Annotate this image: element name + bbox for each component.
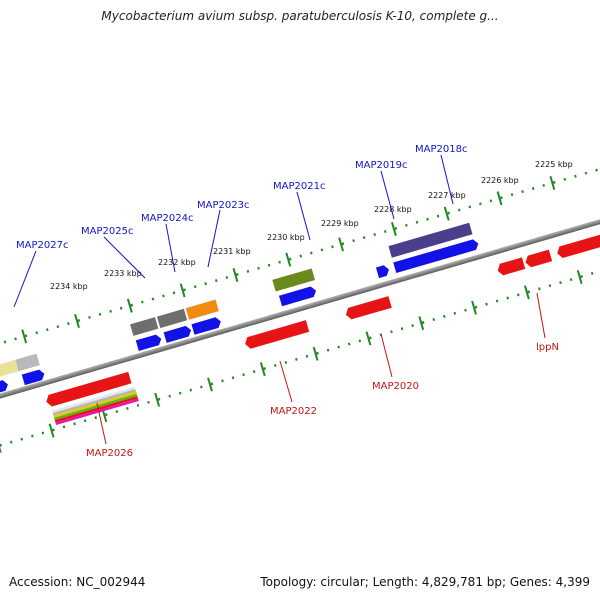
major-tick — [365, 331, 372, 346]
gene-feature[interactable] — [388, 222, 473, 258]
gene-feature[interactable] — [21, 368, 46, 386]
accession-text: Accession: NC_002944 — [9, 575, 146, 589]
gene-label-map2019c[interactable]: MAP2019c — [355, 160, 407, 171]
map-band — [0, 163, 600, 453]
scale-label: 2230 kbp — [267, 233, 305, 242]
major-tick — [48, 423, 55, 438]
major-tick — [0, 438, 2, 453]
gene-feature[interactable] — [53, 391, 137, 418]
gene-feature[interactable] — [55, 398, 139, 425]
scale-label: 2232 kbp — [158, 258, 196, 267]
label-leader — [440, 154, 454, 205]
gene-label-map2021c[interactable]: MAP2021c — [273, 181, 325, 192]
gene-feature[interactable] — [243, 320, 310, 350]
label-leader — [279, 360, 293, 403]
gene-feature[interactable] — [556, 230, 600, 259]
label-leader — [380, 333, 393, 378]
gene-feature[interactable] — [375, 264, 391, 279]
major-tick — [471, 300, 477, 315]
scale-label: 2234 kbp — [50, 282, 88, 291]
scale-label: 2229 kbp — [321, 219, 359, 228]
major-tick — [207, 377, 213, 392]
forward-gene-labels: MAP2027c MAP2025c MAP2024c MAP2023c MAP2… — [13, 144, 467, 308]
gene-label-map2027c[interactable]: MAP2027c — [16, 240, 68, 251]
gene-label-lppn[interactable]: lppN — [536, 342, 559, 353]
gene-feature[interactable] — [278, 285, 318, 307]
gene-feature[interactable] — [156, 308, 188, 329]
major-tick — [523, 285, 530, 300]
major-tick — [443, 206, 450, 221]
gene-feature[interactable] — [54, 396, 139, 423]
label-leader — [165, 223, 176, 273]
label-leader — [380, 170, 395, 220]
major-tick — [549, 175, 556, 190]
major-tick — [126, 298, 133, 313]
major-tick — [391, 221, 397, 236]
major-tick — [21, 329, 28, 344]
label-leader — [96, 402, 107, 445]
gene-label-map2024c[interactable]: MAP2024c — [141, 213, 193, 224]
reverse-gene-labels: MAP2026 MAP2022 MAP2020 lppN — [86, 292, 559, 459]
gene-feature[interactable] — [163, 325, 193, 343]
label-leader — [536, 292, 546, 339]
scale-label: 2225 kbp — [535, 160, 573, 169]
map-title: Mycobacterium avium subsp. paratuberculo… — [101, 9, 499, 23]
gene-feature[interactable] — [135, 333, 163, 351]
label-leader — [296, 191, 311, 241]
gene-feature[interactable] — [15, 353, 40, 372]
reverse-genes — [45, 230, 600, 425]
major-tick — [154, 392, 161, 407]
gene-feature[interactable] — [52, 386, 136, 413]
gene-feature[interactable] — [0, 379, 9, 395]
gene-feature[interactable] — [272, 268, 316, 292]
scale-label: 2233 kbp — [104, 269, 142, 278]
gene-feature[interactable] — [45, 371, 132, 408]
gene-feature[interactable] — [52, 388, 136, 416]
major-tick — [259, 362, 266, 377]
gene-feature[interactable] — [130, 317, 159, 336]
gene-label-map2020[interactable]: MAP2020 — [372, 381, 419, 392]
scale-label: 2228 kbp — [374, 205, 412, 214]
scale-labels: 2225 kbp 2226 kbp 2227 kbp 2228 kbp 2229… — [50, 160, 573, 291]
forward-genes — [0, 222, 480, 395]
label-leader — [13, 250, 37, 308]
scale-label: 2231 kbp — [213, 247, 251, 256]
major-tick — [418, 316, 425, 331]
major-tick — [74, 314, 80, 329]
major-tick — [338, 237, 345, 252]
gene-feature[interactable] — [524, 249, 553, 269]
gene-feature[interactable] — [54, 393, 138, 421]
major-tick — [232, 268, 239, 283]
label-leader — [103, 236, 146, 279]
major-tick — [285, 252, 292, 267]
label-leader — [207, 209, 221, 268]
genome-backbone — [0, 210, 600, 406]
gene-feature[interactable] — [496, 257, 526, 276]
gene-feature[interactable] — [0, 359, 19, 381]
gene-feature[interactable] — [191, 316, 222, 335]
gene-feature[interactable] — [393, 238, 480, 274]
gene-label-map2023c[interactable]: MAP2023c — [197, 200, 249, 211]
topology-summary: Topology: circular; Length: 4,829,781 bp… — [260, 575, 590, 589]
major-tick — [312, 346, 319, 361]
major-tick — [179, 283, 186, 298]
major-tick — [496, 191, 503, 206]
scale-label: 2227 kbp — [428, 191, 466, 200]
gene-feature[interactable] — [344, 296, 392, 320]
gene-label-map2025c[interactable]: MAP2025c — [81, 226, 133, 237]
inner-tick-ring — [0, 257, 600, 450]
gene-feature[interactable] — [185, 299, 219, 320]
gene-label-map2022[interactable]: MAP2022 — [270, 406, 317, 417]
scale-label: 2226 kbp — [481, 176, 519, 185]
gene-label-map2026[interactable]: MAP2026 — [86, 448, 133, 459]
gene-label-map2018c[interactable]: MAP2018c — [415, 144, 467, 155]
major-tick — [576, 270, 583, 285]
